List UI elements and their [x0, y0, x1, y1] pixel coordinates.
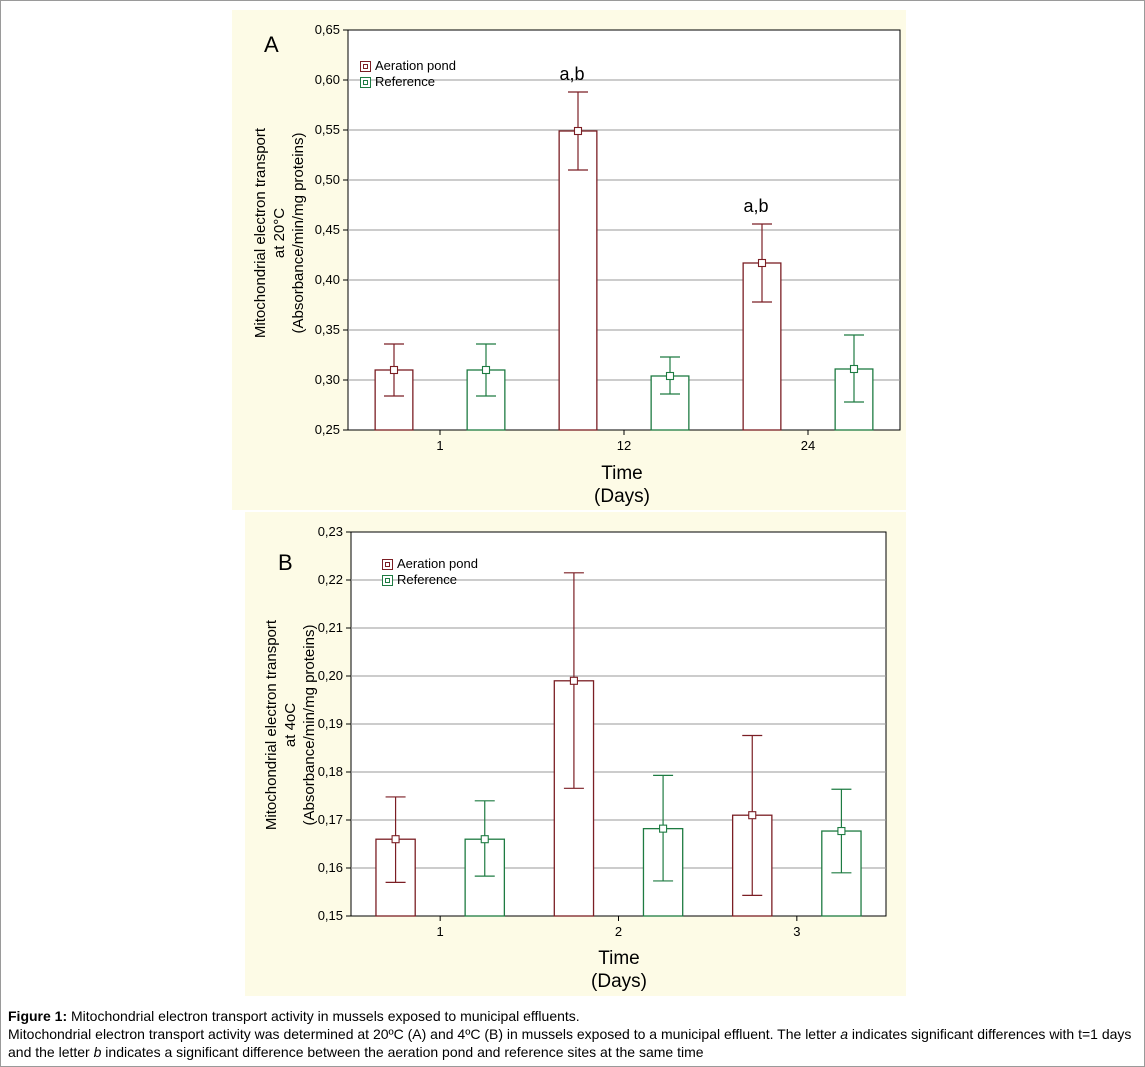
legend-item-reference-b: Reference: [382, 572, 478, 588]
y-tick-label: 0,45: [315, 222, 340, 237]
panel-label-b: B: [278, 550, 293, 575]
chart-panel-a: A Mitochondrial electron transport at 20…: [232, 10, 906, 510]
y-tick-label: 0,40: [315, 272, 340, 287]
y-tick-label: 0,19: [318, 716, 343, 731]
legend-item-aeration-b: Aeration pond: [382, 556, 478, 572]
significance-annotation: a,b: [743, 196, 768, 216]
x-tick-label: 1: [436, 438, 443, 453]
y-tick-label: 0,30: [315, 372, 340, 387]
y-tick-label: 0,55: [315, 122, 340, 137]
x-axis-title-a: Time (Days): [594, 463, 650, 507]
reference-swatch-icon: [360, 76, 371, 88]
mean-marker: [757, 258, 767, 268]
reference-swatch-icon: [382, 574, 393, 586]
chart-panel-b: B Mitochondrial electron transport at 4o…: [245, 512, 906, 996]
y-tick-label: 0,65: [315, 22, 340, 37]
aeration-swatch-icon: [382, 558, 393, 570]
mean-marker: [837, 826, 846, 836]
mean-marker: [849, 364, 859, 374]
y-tick-label: 0,16: [318, 860, 343, 875]
x-tick-label: 24: [801, 438, 815, 453]
legend-item-aeration-a: Aeration pond: [360, 58, 456, 74]
x-tick-label: 1: [437, 924, 444, 939]
y-tick-label: 0,22: [318, 572, 343, 587]
mean-marker: [389, 365, 399, 375]
caption-title-line: Figure 1: Mitochondrial electron transpo…: [8, 1007, 1138, 1025]
y-tick-label: 0,23: [318, 524, 343, 539]
mean-marker: [659, 824, 668, 833]
y-tick-label: 0,20: [318, 668, 343, 683]
plot-a: 0,25 0,30 0,35 0,40 0,45 0,50 0,55 0,60 0,65 1 12 2…: [315, 22, 901, 453]
y-tick-label: 0,18: [318, 764, 343, 779]
legend-b: Aeration pond Reference: [382, 556, 478, 588]
bar-aeration: [558, 130, 598, 431]
y-tick-label: 0,35: [315, 322, 340, 337]
figure-caption: Figure 1: Mitochondrial electron transpo…: [8, 1007, 1138, 1061]
mean-marker: [569, 676, 578, 685]
caption-label: Figure 1:: [8, 1008, 68, 1024]
y-tick-label: 0,25: [315, 422, 340, 437]
x-tick-label: 12: [617, 438, 631, 453]
x-tick-label: 2: [615, 924, 622, 939]
mean-marker: [391, 835, 400, 844]
y-tick-label: 0,15: [318, 908, 343, 923]
x-axis-title-b: Time (Days): [591, 948, 647, 992]
mean-marker: [748, 811, 757, 820]
y-tick-label: 0,50: [315, 172, 340, 187]
plot-b: 0,15 0,16 0,17 0,18 0,19 0,20 0,21 0,22 0,23 1 2 3: [318, 524, 887, 939]
caption-body: Mitochondrial electron transport activit…: [8, 1026, 1132, 1060]
mean-marker: [665, 371, 675, 381]
y-tick-label: 0,60: [315, 72, 340, 87]
mean-marker: [481, 365, 491, 375]
aeration-swatch-icon: [360, 60, 371, 72]
caption-title: Mitochondrial electron transport activit…: [67, 1008, 580, 1024]
mean-marker: [480, 835, 489, 844]
y-tick-label: 0,17: [318, 812, 343, 827]
legend-a: Aeration pond Reference: [360, 58, 456, 90]
y-tick-label: 0,21: [318, 620, 343, 635]
x-tick-label: 3: [793, 924, 800, 939]
legend-item-reference-a: Reference: [360, 74, 456, 90]
mean-marker: [573, 126, 583, 136]
significance-annotation: a,b: [559, 64, 584, 84]
panel-label-a: A: [264, 32, 279, 57]
